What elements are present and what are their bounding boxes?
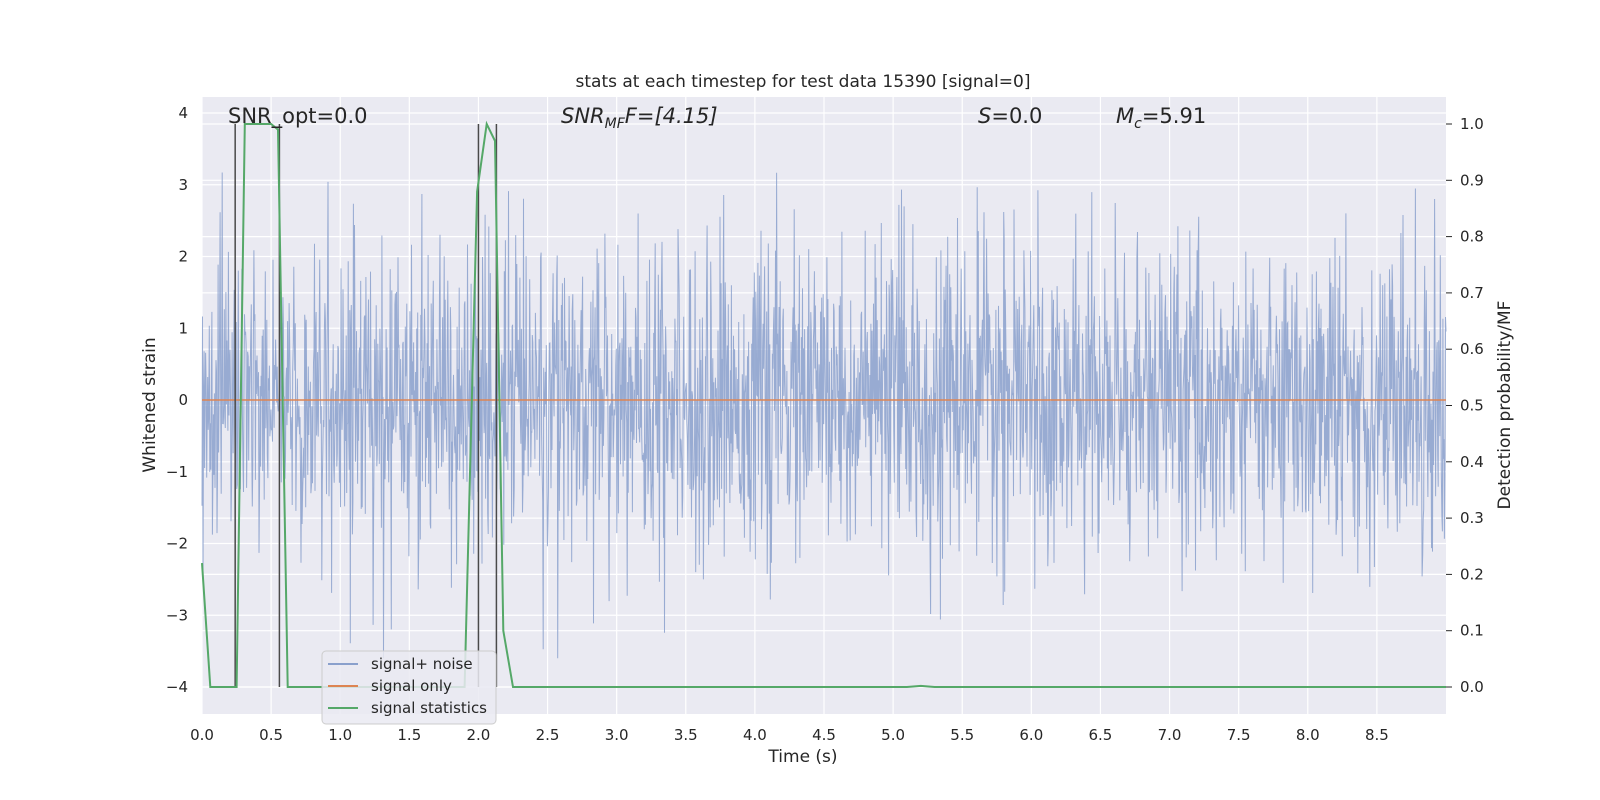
x-tick-label: 8.5 <box>1365 726 1389 744</box>
x-tick-label: 3.0 <box>605 726 629 744</box>
y-tick-label: −1 <box>166 463 188 481</box>
annotation-s: S=0.0 <box>978 104 1042 128</box>
x-tick-label: 6.0 <box>1019 726 1043 744</box>
y2-tick-label: 0.3 <box>1460 509 1484 527</box>
y-tick-label: 2 <box>178 248 188 266</box>
y2-tick-label: 0.4 <box>1460 453 1484 471</box>
y2-tick-label: 0.0 <box>1460 678 1484 696</box>
x-axis-label: Time (s) <box>767 747 837 767</box>
series-signal-noise <box>201 172 1447 659</box>
legend-label-signal-only: signal only <box>371 677 452 695</box>
x-tick-label: 4.0 <box>743 726 767 744</box>
chart-title: stats at each timestep for test data 153… <box>576 72 1031 92</box>
y2-axis-label: Detection probability/MF <box>1495 301 1515 510</box>
y-tick-label: 0 <box>178 391 188 409</box>
x-tick-label: 1.5 <box>397 726 421 744</box>
y-tick-label: 1 <box>178 319 188 337</box>
legend-label-signal-noise: signal+ noise <box>371 655 473 673</box>
y2-tick-label: 0.5 <box>1460 397 1484 415</box>
x-tick-label: 8.0 <box>1296 726 1320 744</box>
x-tick-label: 4.5 <box>812 726 836 744</box>
x-tick-label: 0.5 <box>259 726 283 744</box>
y-tick-label: −3 <box>166 606 188 624</box>
x-tick-label: 5.0 <box>881 726 905 744</box>
legend: signal+ noise signal only signal statist… <box>321 650 497 725</box>
y2-tick-label: 0.2 <box>1460 565 1484 583</box>
x-tick-label: 7.5 <box>1227 726 1251 744</box>
y-axis-left: 4 3 2 1 0 −1 −2 −3 −4 <box>166 104 188 696</box>
y-axis-right: 1.0 0.9 0.8 0.7 0.6 0.5 0.4 0.3 0.2 0.1 0.0 <box>1446 115 1484 696</box>
x-tick-label: 1.0 <box>328 726 352 744</box>
y2-tick-label: 0.8 <box>1460 228 1484 246</box>
x-tick-label: 2.5 <box>536 726 560 744</box>
x-tick-label: 5.5 <box>950 726 974 744</box>
x-tick-label: 7.0 <box>1158 726 1182 744</box>
legend-box <box>321 650 497 725</box>
x-tick-label: 0.0 <box>190 726 214 744</box>
y2-tick-label: 0.1 <box>1460 622 1484 640</box>
y-tick-label: −2 <box>166 535 188 553</box>
legend-label-signal-statistics: signal statistics <box>371 699 487 717</box>
annotation-mc: Mc=5.91 <box>1116 104 1206 132</box>
y2-tick-label: 0.9 <box>1460 171 1484 189</box>
series-signal-statistics <box>201 120 1446 688</box>
annotation-snr-opt: SNR_opt=0.0 <box>228 104 368 129</box>
x-tick-label: 3.5 <box>674 726 698 744</box>
y-axis-label: Whitened strain <box>140 337 160 472</box>
plot-content <box>201 120 1447 688</box>
y2-tick-label: 0.6 <box>1460 340 1484 358</box>
y-tick-label: −4 <box>166 678 188 696</box>
x-tick-label: 6.5 <box>1089 726 1113 744</box>
y2-tick-label: 1.0 <box>1460 115 1484 133</box>
y-tick-label: 3 <box>178 176 188 194</box>
y-tick-label: 4 <box>178 104 188 122</box>
annotation-snr-mf: SNRMFF=[4.15] <box>561 104 718 132</box>
y2-tick-label: 0.7 <box>1460 284 1484 302</box>
x-axis: 0.0 0.5 1.0 1.5 2.0 2.5 3.0 3.5 4.0 4.5 5.0 5.5 6.0 6… <box>190 726 1389 744</box>
x-tick-label: 2.0 <box>467 726 491 744</box>
